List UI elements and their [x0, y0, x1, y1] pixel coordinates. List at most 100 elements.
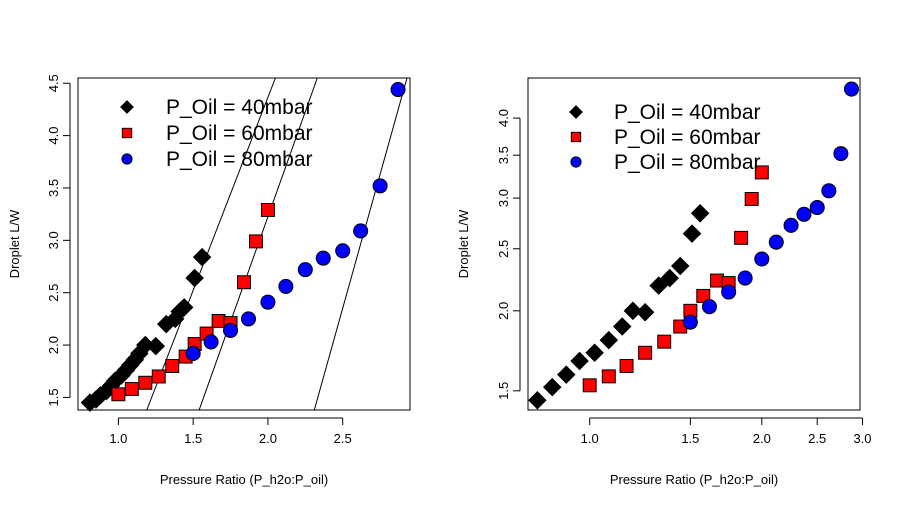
data-point-square [237, 275, 251, 290]
left-y-axis: 1.5 2.0 2.5 3.0 3.5 4.0 4.5 [46, 74, 71, 406]
data-point-circle [843, 81, 860, 97]
data-point-diamond [174, 298, 194, 317]
left-scatter-panel: 1.0 1.5 2.0 2.5 1.5 2.0 2.5 3.0 3.5 4.0 4.5 Press… [7, 74, 411, 487]
left-plot-frame [77, 77, 411, 411]
data-point-circle [390, 82, 406, 98]
legend-symbol-square [121, 127, 133, 139]
y-tick-label: 1.5 [46, 388, 61, 406]
x-tick-label: 1.5 [184, 431, 202, 446]
legend-label: P_Oil = 40mbar [166, 96, 313, 119]
y-tick-label: 4.5 [46, 74, 61, 92]
legend-symbol-diamond [569, 105, 583, 119]
legend-item: P_Oil = 80mbar [570, 151, 761, 174]
left-x-axis-title: Pressure Ratio (P_h2o:P_oil) [160, 472, 328, 487]
legend-label: P_Oil = 60mbar [166, 122, 313, 145]
x-tick-label: 2.5 [808, 431, 826, 446]
data-point-diamond [570, 351, 589, 371]
data-point-circle [682, 314, 698, 330]
data-point-circle [335, 243, 351, 259]
data-point-circle [260, 294, 276, 310]
right-y-axis-title: Droplet L/W [456, 209, 471, 278]
data-point-circle [833, 146, 849, 162]
legend-symbol-diamond [120, 100, 134, 114]
y-tick-label: 4.0 [46, 127, 61, 145]
legend-symbol-circle [121, 153, 133, 165]
series-circle [682, 81, 860, 330]
data-point-square [111, 387, 126, 402]
data-point-diamond [682, 224, 702, 243]
data-point-square [619, 359, 634, 373]
series-diamond [528, 204, 710, 410]
x-tick-label: 1.5 [681, 431, 699, 446]
y-tick-label: 2.0 [496, 302, 511, 320]
y-tick-label: 3.5 [46, 179, 61, 197]
data-point-square [582, 378, 597, 393]
data-point-circle [737, 270, 753, 286]
legend-label: P_Oil = 80mbar [166, 148, 313, 171]
legend-label: P_Oil = 40mbar [614, 101, 761, 124]
data-point-square [165, 359, 180, 373]
data-point-diamond [599, 330, 619, 350]
right-data-marks [528, 81, 860, 410]
data-point-diamond [635, 302, 655, 322]
data-point-circle [278, 278, 294, 294]
data-point-circle [821, 183, 837, 199]
data-point-circle [185, 345, 201, 361]
legend-item: P_Oil = 60mbar [121, 122, 313, 145]
x-tick-label: 1.0 [581, 431, 599, 446]
y-tick-label: 3.5 [496, 146, 511, 164]
x-tick-label: 1.0 [109, 431, 127, 446]
y-tick-label: 4.0 [496, 109, 511, 127]
data-point-circle [372, 178, 388, 194]
data-point-circle [768, 234, 784, 250]
left-x-axis: 1.0 1.5 2.0 2.5 [109, 417, 352, 446]
data-point-circle [783, 217, 799, 233]
x-tick-label: 2.0 [753, 431, 771, 446]
y-tick-label: 2.5 [46, 284, 61, 302]
data-point-diamond [660, 268, 679, 288]
data-point-square [124, 382, 139, 397]
legend-symbol-circle [570, 156, 582, 168]
right-plot-frame [527, 77, 861, 411]
x-tick-label: 3.0 [853, 431, 871, 446]
fit-line [146, 78, 276, 410]
data-point-diamond [146, 336, 166, 356]
y-tick-label: 1.5 [496, 382, 511, 400]
x-tick-label: 2.5 [334, 431, 352, 446]
data-point-square [601, 369, 616, 384]
right-y-axis: 1.5 2.0 2.5 3.0 3.5 4.0 [496, 109, 521, 400]
data-point-circle [721, 284, 737, 300]
data-point-square [734, 230, 749, 245]
series-diamond [80, 247, 212, 412]
right-x-axis-title: Pressure Ratio (P_h2o:P_oil) [610, 472, 778, 487]
right-x-axis: 1.0 1.5 2.0 2.5 3.0 [581, 417, 872, 446]
data-point-square [260, 202, 275, 217]
data-point-circle [297, 262, 313, 278]
data-point-circle [701, 299, 718, 315]
legend-item: P_Oil = 40mbar [569, 101, 761, 124]
left-legend: P_Oil = 40mbar P_Oil = 60mbar P_Oil = 80mb… [120, 96, 313, 171]
y-tick-label: 2.5 [496, 240, 511, 258]
data-point-square [638, 345, 653, 360]
data-point-square [754, 165, 769, 180]
data-point-circle [353, 223, 369, 239]
data-point-diamond [185, 268, 204, 288]
data-point-diamond [670, 256, 690, 276]
data-point-diamond [192, 247, 212, 267]
data-point-square [248, 234, 263, 249]
legend-label: P_Oil = 80mbar [614, 151, 761, 174]
legend-item: P_Oil = 80mbar [121, 148, 313, 171]
data-point-diamond [542, 377, 562, 397]
data-point-diamond [612, 317, 632, 336]
data-point-diamond [557, 365, 576, 384]
legend-label: P_Oil = 60mbar [614, 126, 761, 149]
data-point-square [744, 192, 759, 206]
left-data-marks [80, 82, 406, 412]
data-point-diamond [690, 204, 710, 223]
series-circle [185, 82, 406, 361]
data-point-square [138, 375, 153, 390]
legend-item: P_Oil = 60mbar [570, 126, 761, 149]
data-point-circle [809, 199, 825, 216]
data-point-circle [754, 251, 770, 267]
